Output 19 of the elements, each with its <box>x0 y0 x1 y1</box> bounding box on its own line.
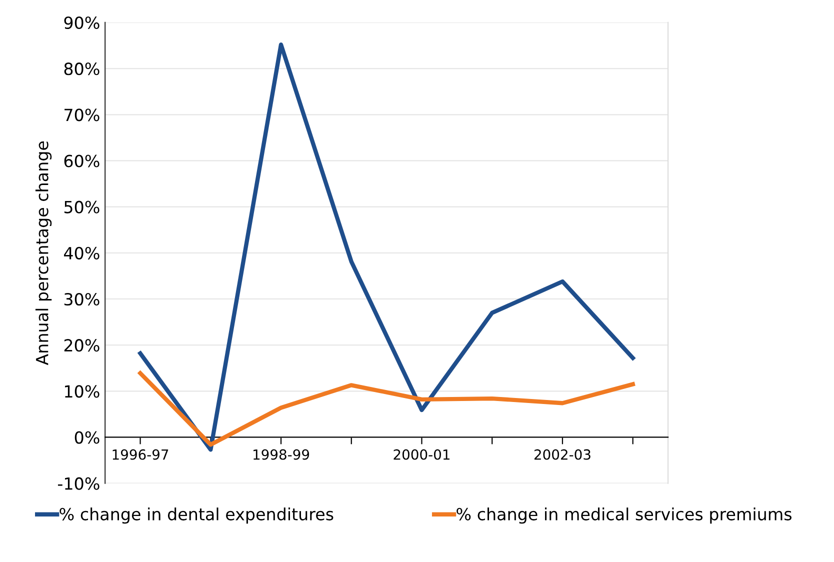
x-tick-label: 2000-01 <box>394 449 450 460</box>
y-tick-label: 0% <box>74 431 100 444</box>
y-axis-title: Annual percentage change <box>35 141 52 366</box>
x-tick-label: 2002-03 <box>534 449 590 460</box>
y-tick-label: 50% <box>64 200 100 214</box>
x-tick-label: 1996-97 <box>112 449 168 460</box>
y-tick-label: 40% <box>64 246 100 260</box>
legend-label: % change in dental expenditures <box>60 508 334 524</box>
y-tick-label: 10% <box>65 385 100 398</box>
y-tick-label: 70% <box>64 108 100 122</box>
legend-label: % change in medical services premiums <box>456 508 792 524</box>
x-tick-label: 1998-99 <box>254 449 310 460</box>
y-tick-label: -10% <box>58 477 100 490</box>
y-tick-label: 60% <box>64 154 100 168</box>
y-tick-label: 30% <box>64 292 100 306</box>
y-tick-label: 20% <box>64 339 100 352</box>
line-series <box>138 371 635 447</box>
y-tick-label: 90% <box>64 16 100 30</box>
y-tick-label: 80% <box>64 62 100 76</box>
